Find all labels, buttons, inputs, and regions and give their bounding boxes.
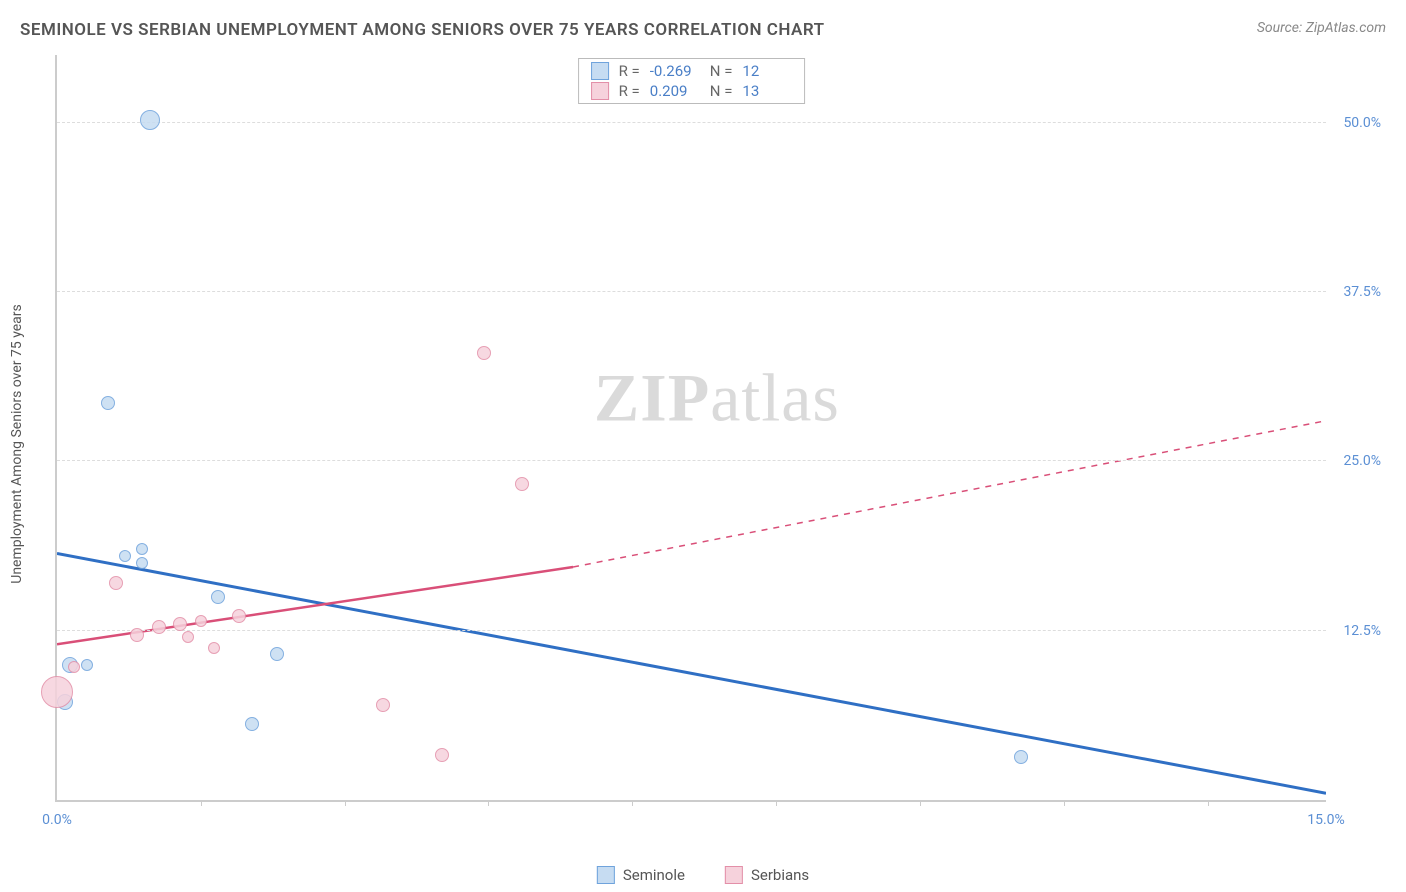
data-point-serbians bbox=[68, 661, 80, 673]
trend-lines bbox=[57, 55, 1326, 800]
gridline bbox=[57, 291, 1326, 292]
data-point-seminole bbox=[119, 550, 131, 562]
data-point-seminole bbox=[101, 396, 115, 410]
stats-row-seminole: R = -0.269 N = 12 bbox=[579, 61, 805, 81]
data-point-seminole bbox=[211, 590, 225, 604]
gridline bbox=[57, 122, 1326, 123]
ytick-label: 12.5% bbox=[1331, 623, 1381, 639]
data-point-serbians bbox=[435, 748, 449, 762]
data-point-serbians bbox=[152, 620, 166, 634]
stat-r-serbians: 0.209 bbox=[650, 82, 700, 100]
stat-n-label: N = bbox=[710, 82, 733, 100]
swatch-serbians bbox=[591, 82, 609, 100]
watermark-atlas: atlas bbox=[710, 359, 840, 435]
source-attribution: Source: ZipAtlas.com bbox=[1257, 20, 1386, 36]
data-point-serbians bbox=[376, 698, 390, 712]
legend-item-serbians: Serbians bbox=[725, 866, 809, 884]
swatch-seminole bbox=[591, 62, 609, 80]
xtick-label: 15.0% bbox=[1307, 812, 1345, 828]
trend-line bbox=[57, 553, 1326, 793]
legend-label-serbians: Serbians bbox=[751, 866, 809, 884]
stat-n-seminole: 12 bbox=[742, 62, 792, 80]
ytick-label: 25.0% bbox=[1331, 453, 1381, 469]
plot-region: ZIPatlas R = -0.269 N = 12 R = 0.209 N =… bbox=[55, 55, 1326, 802]
xtick bbox=[345, 800, 346, 806]
chart-area: Unemployment Among Seniors over 75 years… bbox=[55, 55, 1386, 832]
watermark-zip: ZIP bbox=[594, 359, 710, 435]
data-point-serbians bbox=[515, 477, 529, 491]
stat-n-serbians: 13 bbox=[742, 82, 792, 100]
data-point-serbians bbox=[173, 617, 187, 631]
data-point-serbians bbox=[208, 642, 220, 654]
data-point-serbians bbox=[195, 615, 207, 627]
stats-legend: R = -0.269 N = 12 R = 0.209 N = 13 bbox=[578, 58, 806, 104]
data-point-serbians bbox=[182, 631, 194, 643]
xtick bbox=[1064, 800, 1065, 806]
stat-r-label: R = bbox=[619, 82, 640, 100]
data-point-seminole bbox=[270, 647, 284, 661]
swatch-serbians bbox=[725, 866, 743, 884]
data-point-serbians bbox=[477, 346, 491, 360]
xtick-label: 0.0% bbox=[42, 812, 72, 828]
data-point-serbians bbox=[130, 628, 144, 642]
stat-r-seminole: -0.269 bbox=[650, 62, 700, 80]
trend-line bbox=[573, 421, 1326, 567]
y-axis-label: Unemployment Among Seniors over 75 years bbox=[9, 304, 25, 584]
chart-title: SEMINOLE VS SERBIAN UNEMPLOYMENT AMONG S… bbox=[20, 20, 825, 40]
legend-label-seminole: Seminole bbox=[623, 866, 685, 884]
data-point-serbians bbox=[41, 676, 73, 708]
watermark: ZIPatlas bbox=[594, 358, 840, 437]
ytick-label: 37.5% bbox=[1331, 284, 1381, 300]
data-point-seminole bbox=[140, 110, 160, 130]
data-point-seminole bbox=[136, 557, 148, 569]
stat-r-label: R = bbox=[619, 62, 640, 80]
series-legend: Seminole Serbians bbox=[597, 866, 809, 884]
xtick bbox=[776, 800, 777, 806]
data-point-seminole bbox=[245, 717, 259, 731]
data-point-serbians bbox=[232, 609, 246, 623]
data-point-seminole bbox=[136, 543, 148, 555]
xtick bbox=[920, 800, 921, 806]
xtick bbox=[201, 800, 202, 806]
data-point-seminole bbox=[81, 659, 93, 671]
data-point-serbians bbox=[109, 576, 123, 590]
xtick bbox=[632, 800, 633, 806]
gridline bbox=[57, 460, 1326, 461]
stats-row-serbians: R = 0.209 N = 13 bbox=[579, 81, 805, 101]
xtick bbox=[488, 800, 489, 806]
xtick bbox=[1208, 800, 1209, 806]
ytick-label: 50.0% bbox=[1331, 115, 1381, 131]
data-point-seminole bbox=[1014, 750, 1028, 764]
legend-item-seminole: Seminole bbox=[597, 866, 685, 884]
gridline bbox=[57, 630, 1326, 631]
chart-container: SEMINOLE VS SERBIAN UNEMPLOYMENT AMONG S… bbox=[0, 0, 1406, 892]
stat-n-label: N = bbox=[710, 62, 733, 80]
swatch-seminole bbox=[597, 866, 615, 884]
